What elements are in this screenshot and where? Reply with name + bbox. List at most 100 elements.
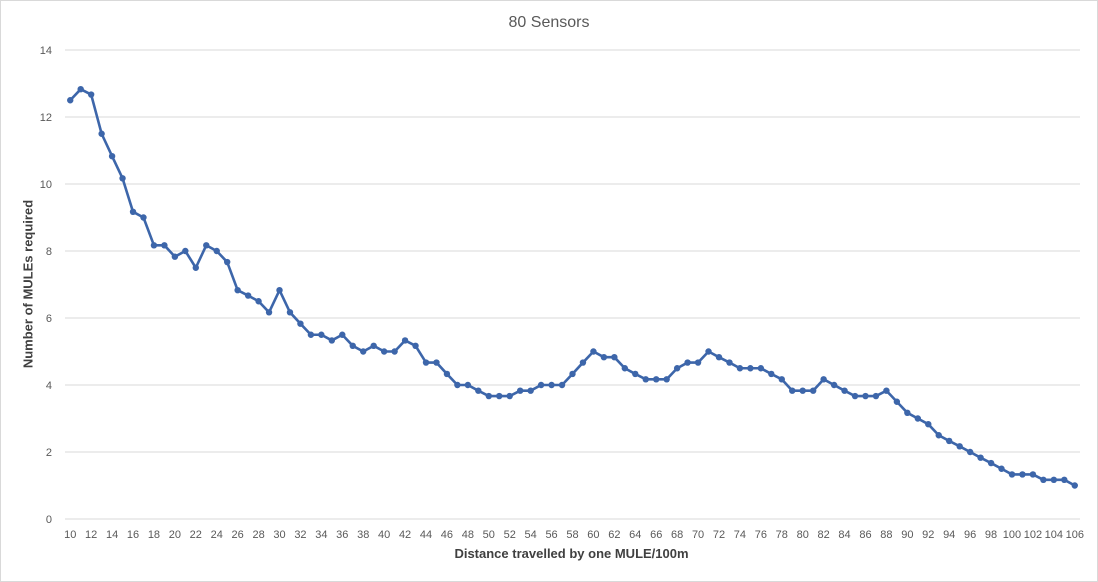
data-point xyxy=(642,376,649,383)
data-point xyxy=(789,387,796,394)
data-point xyxy=(663,376,670,383)
x-tick-label: 70 xyxy=(692,529,704,541)
x-tick-label: 22 xyxy=(190,529,202,541)
data-point xyxy=(485,392,492,400)
data-point xyxy=(464,381,472,389)
data-point xyxy=(422,359,430,366)
data-point xyxy=(883,387,890,394)
data-point xyxy=(171,253,179,260)
data-point xyxy=(150,242,158,249)
series-group xyxy=(67,85,1078,489)
data-point xyxy=(726,359,733,366)
x-tick-label: 16 xyxy=(127,529,139,541)
x-tick-label: 60 xyxy=(587,529,599,541)
data-point xyxy=(77,85,84,93)
data-point xyxy=(370,342,377,350)
data-point xyxy=(558,381,566,389)
x-tick-label: 78 xyxy=(776,529,788,541)
x-tick-label: 38 xyxy=(357,529,369,541)
data-point xyxy=(223,258,231,266)
x-tick-label: 24 xyxy=(211,529,223,541)
x-tick-label: 12 xyxy=(85,529,97,541)
data-point xyxy=(339,331,346,338)
x-tick-label: 100 xyxy=(1003,529,1021,541)
data-point xyxy=(255,298,262,305)
x-tick-label: 14 xyxy=(106,529,118,541)
data-point xyxy=(443,370,451,378)
x-tick-label: 68 xyxy=(671,529,683,541)
data-point xyxy=(579,359,587,366)
data-point xyxy=(203,242,210,249)
y-tick-label: 2 xyxy=(46,447,52,459)
gridlines xyxy=(65,49,1080,520)
data-point xyxy=(1061,476,1068,484)
data-point xyxy=(401,337,409,344)
y-tick-label: 10 xyxy=(40,179,52,191)
x-tick-label: 72 xyxy=(713,529,725,541)
data-point xyxy=(234,286,241,294)
x-axis-label: Distance travelled by one MULE/100m xyxy=(454,546,689,561)
x-tick-label: 48 xyxy=(462,529,474,541)
x-tick-label: 36 xyxy=(336,529,348,541)
data-point xyxy=(265,309,273,316)
data-point xyxy=(820,376,827,383)
data-point xyxy=(161,242,168,249)
data-point xyxy=(297,320,304,327)
data-point xyxy=(548,381,555,389)
data-point xyxy=(935,432,942,439)
data-point xyxy=(108,152,116,160)
x-tick-label: 88 xyxy=(880,529,892,541)
data-point xyxy=(925,420,932,428)
data-point xyxy=(307,331,315,338)
data-point xyxy=(904,409,911,417)
data-point xyxy=(244,292,252,299)
x-tick-label: 106 xyxy=(1066,529,1084,541)
data-point xyxy=(87,91,95,98)
data-point xyxy=(694,359,702,366)
data-point xyxy=(140,214,147,221)
data-point xyxy=(632,370,639,378)
data-point xyxy=(611,353,618,361)
y-tick-labels: 0 2 4 6 8 10 12 14 xyxy=(40,45,52,526)
data-point xyxy=(527,387,534,394)
data-point xyxy=(778,376,785,383)
x-tick-label: 94 xyxy=(943,529,955,541)
y-tick-label: 14 xyxy=(40,45,52,57)
x-tick-label: 64 xyxy=(629,529,641,541)
x-tick-label: 92 xyxy=(922,529,934,541)
data-point xyxy=(182,247,189,255)
x-tick-label: 42 xyxy=(399,529,411,541)
data-point xyxy=(715,353,723,361)
data-point xyxy=(841,387,848,394)
x-tick-label: 86 xyxy=(859,529,871,541)
x-tick-label: 98 xyxy=(985,529,997,541)
data-point xyxy=(862,392,869,400)
x-tick-label: 32 xyxy=(294,529,306,541)
data-point xyxy=(705,348,712,355)
x-tick-label: 10 xyxy=(64,529,76,541)
data-point xyxy=(653,376,660,383)
x-tick-label: 102 xyxy=(1024,529,1042,541)
data-point xyxy=(809,387,817,394)
data-point xyxy=(621,365,629,372)
data-point xyxy=(286,309,294,316)
x-tick-label: 34 xyxy=(315,529,327,541)
data-point xyxy=(851,392,859,400)
data-point xyxy=(673,365,681,372)
data-point xyxy=(433,359,440,366)
x-tick-label: 54 xyxy=(525,529,537,541)
y-tick-label: 12 xyxy=(40,112,52,124)
data-point xyxy=(872,392,880,400)
data-point xyxy=(914,415,922,422)
data-point xyxy=(380,348,388,355)
data-point xyxy=(946,437,953,445)
data-point xyxy=(98,130,105,137)
data-point xyxy=(328,337,336,344)
data-point xyxy=(1071,482,1078,489)
data-point xyxy=(600,353,608,361)
data-point xyxy=(799,387,806,394)
data-point xyxy=(192,264,199,271)
x-tick-label: 76 xyxy=(755,529,767,541)
data-point xyxy=(747,365,754,372)
data-point xyxy=(736,365,744,372)
